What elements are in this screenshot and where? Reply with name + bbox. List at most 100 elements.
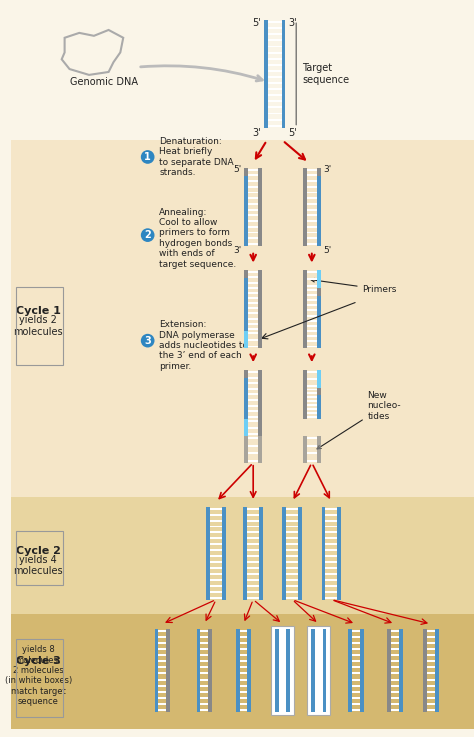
Bar	[311, 629, 315, 712]
Bar	[427, 696, 435, 699]
Bar	[274, 629, 279, 712]
Bar	[427, 654, 435, 656]
Bar	[158, 660, 166, 663]
Bar	[286, 584, 298, 587]
Bar	[317, 288, 320, 296]
Bar	[352, 685, 360, 687]
Bar	[303, 175, 307, 246]
Bar	[286, 531, 298, 534]
Bar	[245, 278, 248, 331]
Text: Target
sequence: Target sequence	[302, 63, 349, 85]
Text: Annealing:
Cool to allow
primers to form
hydrogen bonds
with ends of
target sequ: Annealing: Cool to allow primers to form…	[159, 208, 237, 268]
Bar	[201, 642, 208, 644]
Bar	[158, 679, 166, 680]
Bar	[315, 709, 323, 711]
Bar	[248, 383, 258, 384]
Bar	[307, 392, 317, 394]
Bar	[307, 289, 317, 291]
Bar	[258, 331, 262, 349]
Bar	[286, 514, 298, 516]
Bar	[286, 537, 298, 539]
Bar	[307, 310, 317, 312]
Bar	[307, 214, 317, 217]
Bar	[248, 332, 258, 334]
Bar	[307, 346, 317, 347]
Bar	[258, 378, 262, 419]
Bar	[315, 703, 323, 705]
Bar	[399, 629, 403, 712]
Bar	[307, 294, 317, 296]
Bar	[279, 691, 286, 693]
Bar	[248, 271, 258, 273]
Bar	[307, 209, 317, 211]
Bar	[248, 388, 258, 390]
Bar	[248, 460, 258, 462]
Text: 3: 3	[144, 335, 151, 346]
Bar	[315, 636, 323, 638]
Bar	[248, 186, 258, 188]
Bar	[326, 520, 337, 522]
Bar	[391, 642, 399, 644]
Bar	[248, 169, 258, 171]
Bar	[222, 507, 226, 600]
Bar	[248, 243, 258, 245]
Bar	[248, 394, 258, 395]
Bar	[315, 672, 323, 674]
Bar	[248, 416, 258, 418]
Bar	[239, 660, 247, 663]
Bar	[337, 507, 341, 600]
Bar	[210, 525, 222, 528]
Bar	[236, 629, 239, 712]
Bar	[247, 584, 259, 587]
Bar	[298, 507, 302, 600]
Bar	[158, 648, 166, 650]
Bar	[326, 584, 337, 587]
Bar	[268, 119, 282, 121]
Bar	[286, 561, 298, 563]
Bar	[282, 20, 285, 128]
Bar	[315, 654, 323, 656]
Bar	[247, 531, 259, 534]
Text: 3': 3'	[252, 128, 261, 138]
Bar	[279, 636, 286, 638]
Bar	[258, 370, 262, 378]
Bar	[307, 416, 317, 418]
Bar	[248, 292, 258, 294]
Bar	[307, 460, 317, 462]
Bar	[258, 436, 262, 463]
Bar	[247, 573, 259, 575]
Bar	[208, 629, 212, 712]
Bar	[268, 70, 282, 71]
Bar	[317, 436, 320, 463]
Bar	[307, 203, 317, 205]
Bar	[264, 20, 268, 128]
Bar	[210, 543, 222, 545]
Bar	[307, 315, 317, 317]
Bar	[352, 696, 360, 699]
Bar	[391, 672, 399, 674]
Bar	[307, 186, 317, 188]
Bar	[307, 320, 317, 322]
Bar	[303, 436, 307, 463]
Bar	[326, 525, 337, 528]
Bar	[427, 691, 435, 693]
Bar	[326, 567, 337, 569]
Bar	[391, 709, 399, 711]
Bar	[268, 88, 282, 90]
Bar	[352, 636, 360, 638]
Bar	[248, 437, 258, 439]
Bar	[210, 573, 222, 575]
Bar	[201, 679, 208, 680]
Bar	[239, 630, 247, 632]
Bar	[239, 679, 247, 680]
Bar	[210, 555, 222, 557]
Bar	[210, 531, 222, 534]
Bar	[427, 679, 435, 680]
Bar	[315, 685, 323, 687]
Bar	[326, 597, 337, 598]
Bar	[391, 685, 399, 687]
Bar	[247, 508, 259, 510]
Bar	[391, 703, 399, 705]
Bar	[258, 168, 262, 175]
Bar	[210, 597, 222, 598]
